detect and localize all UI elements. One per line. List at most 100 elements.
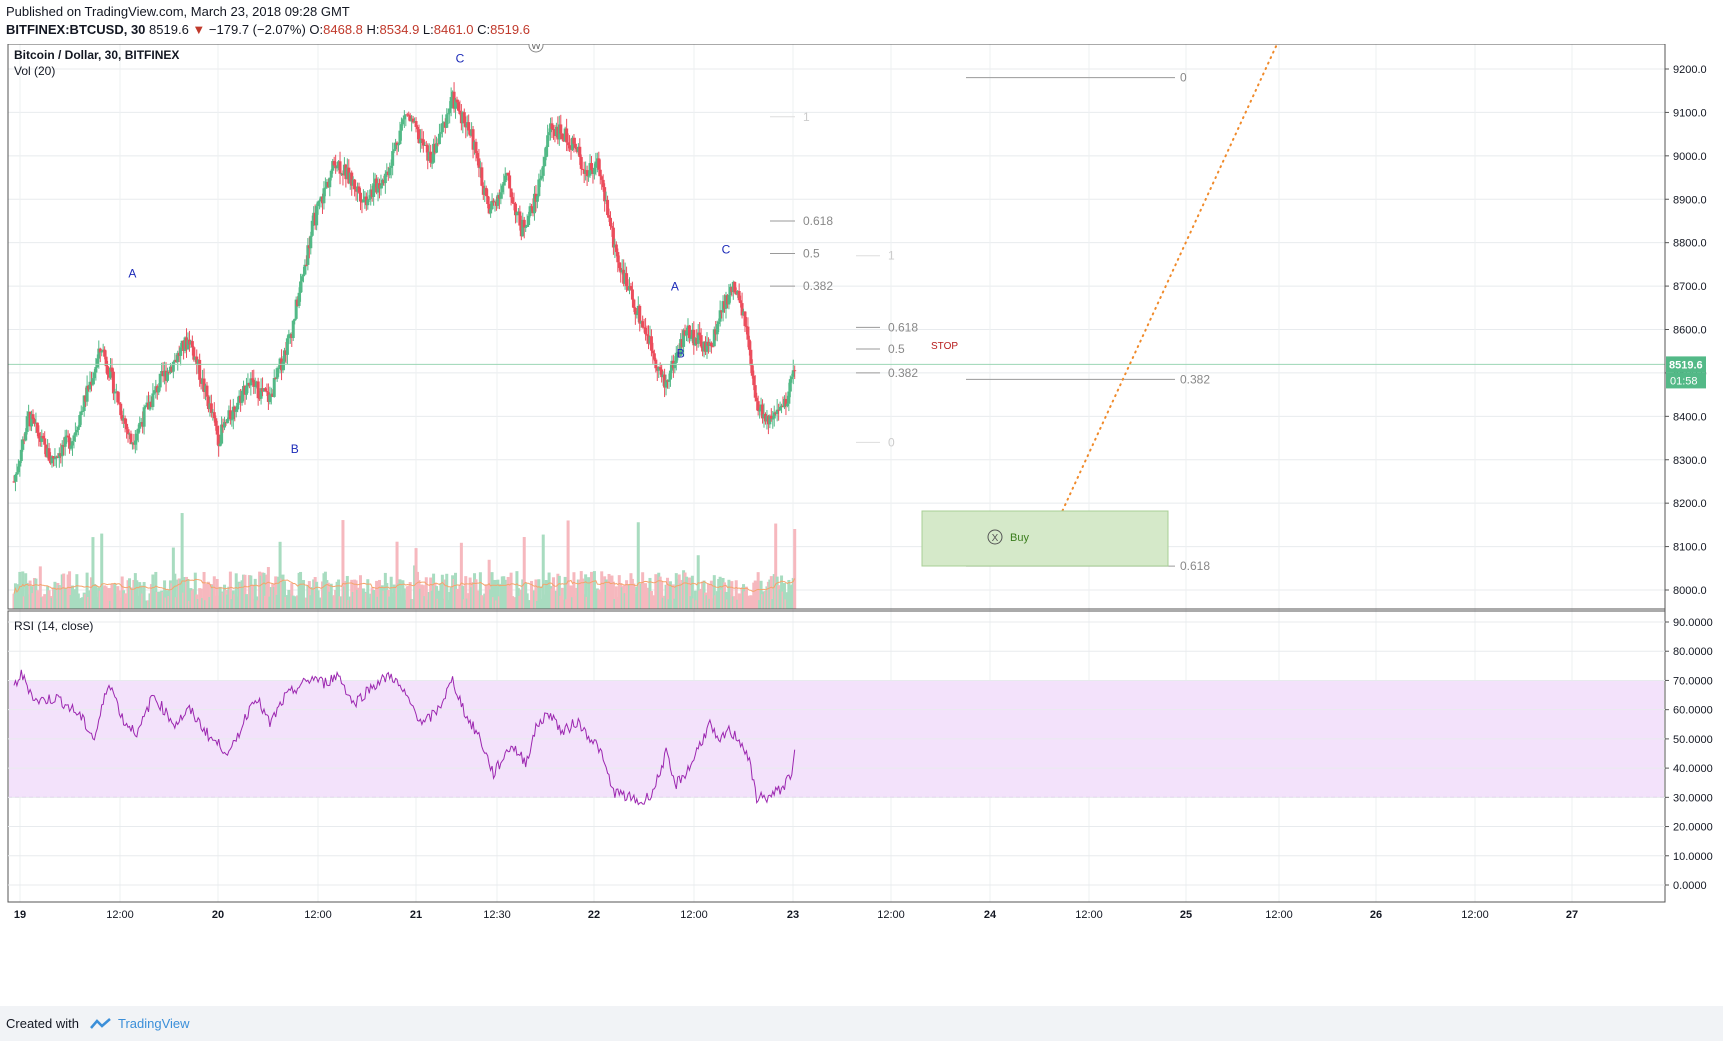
candle-body xyxy=(407,114,411,116)
candle-body xyxy=(119,403,123,416)
candle-body xyxy=(752,375,756,386)
candle-body xyxy=(285,338,289,355)
candle-body xyxy=(522,219,526,228)
volume-bar xyxy=(557,575,561,609)
candle-body xyxy=(610,226,614,228)
tradingview-brand-label: TradingView xyxy=(118,1016,190,1031)
volume-bar xyxy=(266,567,270,609)
candle-body xyxy=(749,349,753,366)
candle-body xyxy=(785,403,789,407)
volume-bar xyxy=(142,581,146,609)
candle-body xyxy=(18,461,22,467)
volume-bar xyxy=(769,576,773,609)
candle-body xyxy=(475,153,479,159)
candle-body xyxy=(214,418,218,426)
fib-right-label: 0.618 xyxy=(1180,559,1210,573)
candle-body xyxy=(499,192,503,199)
volume-bar xyxy=(402,588,406,609)
candle-body xyxy=(629,285,633,290)
buy-label: Buy xyxy=(1010,532,1029,544)
candle-body xyxy=(696,332,700,344)
candle-body xyxy=(272,378,276,397)
candle-body xyxy=(692,329,696,346)
candle-body xyxy=(322,188,326,204)
buy-zone[interactable]: X Buy xyxy=(921,510,1169,567)
candle-body xyxy=(527,216,531,226)
volume-bar xyxy=(712,575,716,609)
candle-body xyxy=(240,390,244,403)
stop-label: STOP xyxy=(931,341,958,352)
time-tick-label: 12:00 xyxy=(304,909,332,921)
volume-bar xyxy=(250,584,254,609)
candle-body xyxy=(508,175,512,189)
candle-body xyxy=(589,163,593,170)
volume-bar xyxy=(551,577,555,609)
x-glyph: X xyxy=(992,533,999,544)
wave-circle-label: W xyxy=(531,44,541,52)
candle-body xyxy=(698,332,702,336)
wave-label-b: B xyxy=(291,442,299,456)
candle-body xyxy=(106,366,110,375)
candle-body xyxy=(411,118,415,123)
candle-body xyxy=(668,370,672,380)
volume-bar xyxy=(584,574,588,609)
candle-body xyxy=(551,129,555,131)
buy-zone-rect[interactable] xyxy=(921,510,1169,567)
candle-body xyxy=(236,402,240,410)
candle-body xyxy=(66,435,70,438)
volume-bar xyxy=(375,580,379,609)
volume-bar xyxy=(509,572,513,609)
candle-body xyxy=(110,367,114,372)
candle-body xyxy=(395,142,399,146)
candle-body xyxy=(88,381,92,390)
candle-body xyxy=(135,433,139,441)
candle-body xyxy=(581,168,585,170)
candle-body xyxy=(379,185,383,189)
candle-body xyxy=(329,170,333,178)
price-chart[interactable]: A B C A B C 1 0.618 0.5 0.382 1 0.618 0.5 0.382 0 0 0.38… xyxy=(0,37,1723,1006)
volume-bar xyxy=(459,542,463,609)
tradingview-brand[interactable]: TradingView xyxy=(90,1016,190,1031)
fib-mid-label: 0.618 xyxy=(888,320,918,334)
volume-bar xyxy=(730,581,734,609)
candle-body xyxy=(778,406,782,411)
candle-body xyxy=(31,414,35,420)
candle-body xyxy=(644,327,648,335)
volume-bar xyxy=(38,566,42,609)
candle-body xyxy=(249,378,253,386)
candle-body xyxy=(220,424,224,444)
volume-bar xyxy=(756,572,760,609)
countdown-label: 01:58 xyxy=(1670,375,1698,387)
candle-body xyxy=(63,436,67,447)
candle-body xyxy=(456,102,460,111)
rsi-tick-label: 90.0000 xyxy=(1673,617,1713,629)
candle-body xyxy=(432,143,436,163)
candle-body xyxy=(13,474,17,482)
fib-left-label: 1 xyxy=(803,110,810,124)
candle-body xyxy=(25,416,29,432)
candle-body xyxy=(597,158,601,170)
candle-body xyxy=(607,215,611,218)
volume-bar xyxy=(607,573,611,609)
symbol-name[interactable]: BITFINEX:BTCUSD, 30 xyxy=(6,22,146,37)
candle-body xyxy=(176,352,180,363)
candle-body xyxy=(30,414,34,427)
candle-body xyxy=(318,200,322,202)
candle-body xyxy=(587,175,591,177)
volume-bar xyxy=(461,585,465,609)
x-circle-icon[interactable] xyxy=(987,529,1003,545)
volume-bar xyxy=(186,579,190,609)
volume-bar xyxy=(180,513,184,609)
volume-bar xyxy=(435,586,439,609)
time-tick-label: 12:30 xyxy=(483,909,511,921)
price-tick-label: 8900.0 xyxy=(1673,194,1707,206)
candle-body xyxy=(40,435,44,442)
candle-body xyxy=(113,392,117,394)
candle-body xyxy=(335,166,339,169)
candle-body xyxy=(328,177,332,188)
chart-area[interactable]: A B C A B C 1 0.618 0.5 0.382 1 0.618 0.5 0.382 0 0 0.38… xyxy=(0,37,1723,1006)
candle-body xyxy=(108,367,112,378)
fib-left-label: 0.618 xyxy=(803,214,833,228)
volume-bar xyxy=(202,571,206,609)
chart-title: Bitcoin / Dollar, 30, BITFINEX xyxy=(14,48,179,62)
